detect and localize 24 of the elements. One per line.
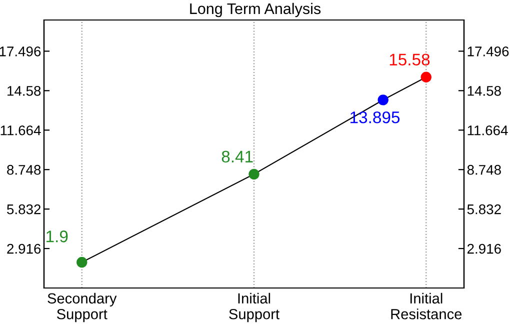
data-label: 1.9 (46, 230, 68, 242)
point (378, 94, 388, 106)
y-tick-label: 14.58 (8, 86, 41, 96)
point (420, 72, 432, 82)
y-tick-label: 8.748 (7, 164, 41, 175)
point (76, 256, 88, 268)
y2-tick-label: 17.496 (468, 46, 509, 56)
y-tick-label: 17.496 (0, 46, 41, 56)
point (248, 168, 260, 180)
y-tick-label: 5.832 (7, 204, 41, 214)
data-label: 13.895 (350, 111, 400, 124)
y2-tick-label: 2.916 (467, 244, 501, 254)
x-tick-label: Initial Resistance (391, 292, 462, 320)
y-tick-label: 2.916 (7, 244, 41, 254)
y2-tick-label: 11.664 (468, 125, 508, 136)
y-tick-label: 11.664 (0, 125, 41, 136)
y2-tick-label: 5.832 (467, 204, 501, 214)
x-tick-label: Initial Support (229, 292, 280, 322)
data-label: 8.41 (222, 150, 253, 163)
y2-tick-label: 8.748 (467, 164, 501, 175)
x-tick-label: Secondary Support (48, 292, 117, 322)
data-label: 15.58 (390, 54, 430, 66)
y2-tick-label: 14.58 (468, 86, 501, 96)
chart-title: Long Term Analysis (190, 2, 321, 18)
